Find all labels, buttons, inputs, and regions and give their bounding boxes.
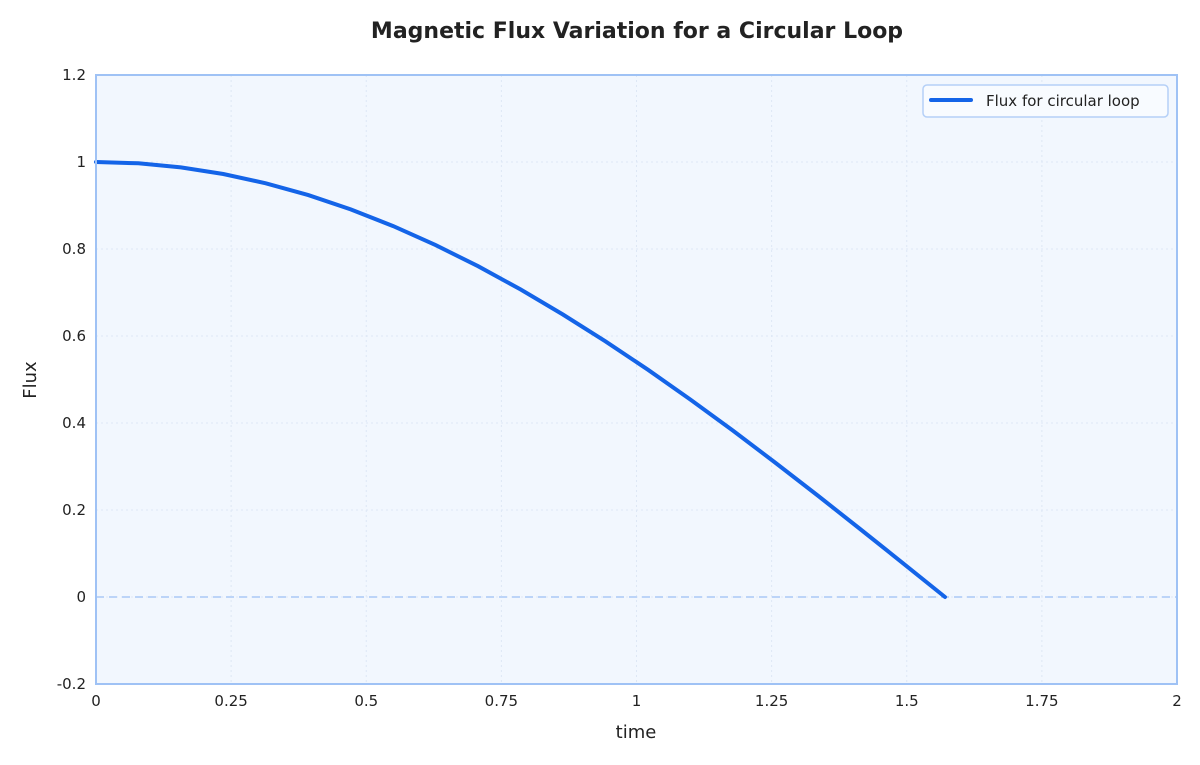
x-tick-label: 0.25: [214, 692, 247, 710]
x-tick-label: 0.5: [354, 692, 378, 710]
y-tick-label: 0.4: [62, 414, 86, 432]
chart-title: Magnetic Flux Variation for a Circular L…: [371, 19, 903, 44]
x-tick-label: 1.25: [755, 692, 788, 710]
series-line-flux: [94, 160, 947, 599]
y-tick-label: 1: [76, 153, 86, 171]
y-tick-label: 0.8: [62, 240, 86, 258]
legend: Flux for circular loop: [922, 84, 1169, 118]
y-tick-label: 0.2: [62, 501, 86, 519]
y-axis-ticks: -0.2 0 0.2 0.4 0.6 0.8 1 1.2: [57, 66, 86, 693]
x-axis-ticks: 0 0.25 0.5 0.75 1 1.25 1.5 1.75 2: [91, 692, 1182, 710]
y-tick-label: -0.2: [57, 675, 86, 693]
x-axis-label: time: [616, 722, 657, 743]
x-tick-label: 2: [1172, 692, 1182, 710]
legend-box: [922, 84, 1169, 118]
x-tick-label: 1.5: [895, 692, 919, 710]
legend-label: Flux for circular loop: [986, 92, 1140, 110]
x-tick-label: 1: [632, 692, 642, 710]
y-axis-label: Flux: [20, 361, 41, 399]
y-tick-label: 0.6: [62, 327, 86, 345]
y-tick-label: 1.2: [62, 66, 86, 84]
x-tick-label: 0: [91, 692, 101, 710]
x-tick-label: 0.75: [485, 692, 518, 710]
x-tick-label: 1.75: [1025, 692, 1058, 710]
plot-frame: [95, 74, 1178, 685]
y-tick-label: 0: [76, 588, 86, 606]
